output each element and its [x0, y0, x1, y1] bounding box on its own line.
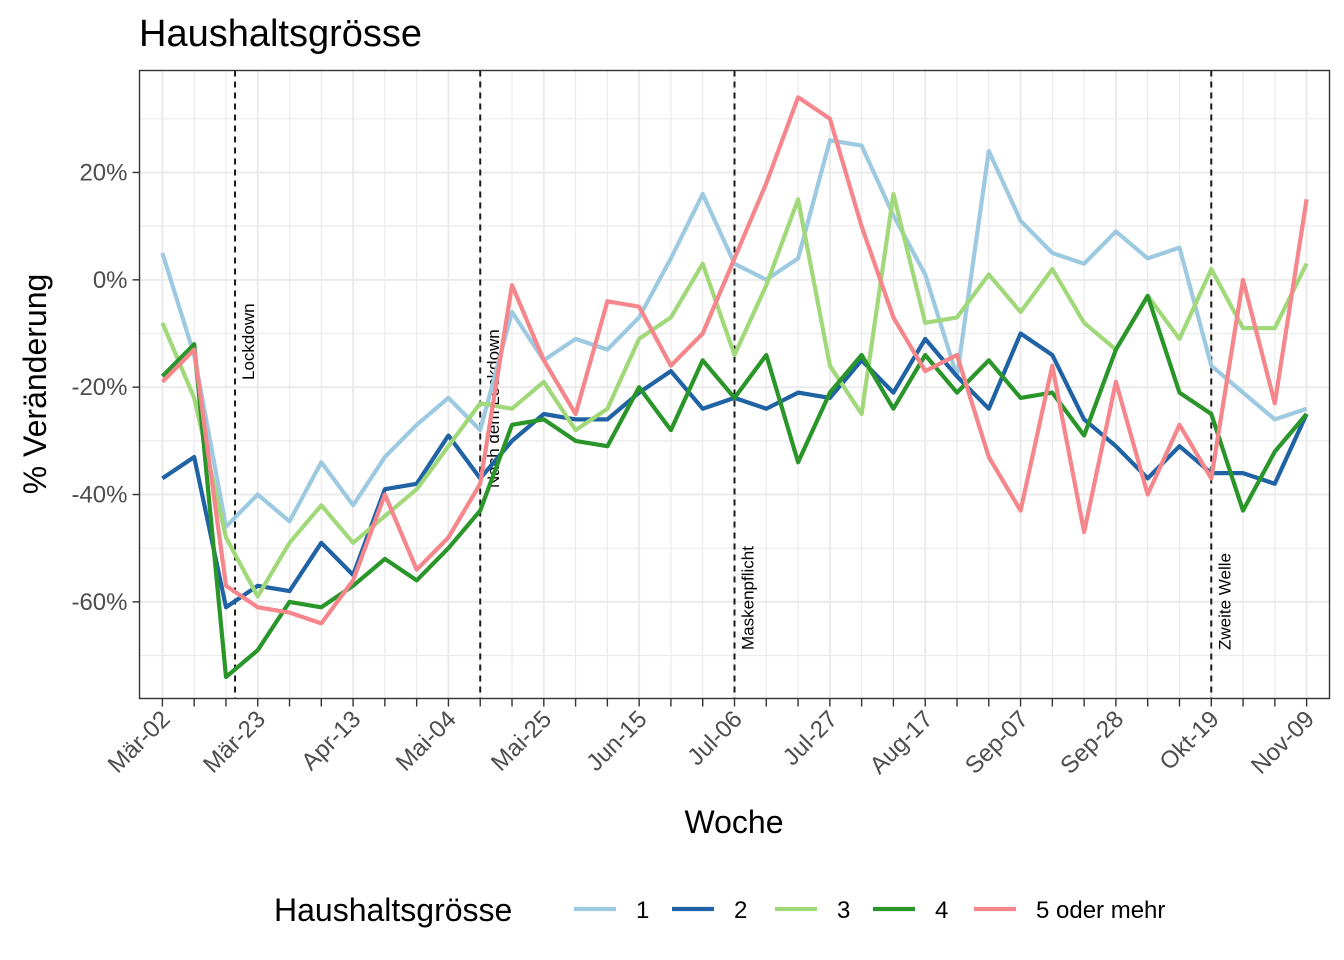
legend-label: 2	[734, 897, 747, 924]
legend-label: 5 oder mehr	[1036, 897, 1165, 924]
x-tick-label: Mai-25	[486, 706, 557, 777]
x-tick-label: Okt-19	[1154, 706, 1224, 776]
x-tick-label: Sep-28	[1055, 706, 1129, 780]
x-tick-label: Sep-07	[960, 706, 1034, 780]
x-tick-label: Jul-27	[778, 706, 843, 771]
y-axis: -60% -40% -20% 0% 20%	[71, 159, 140, 616]
event-label: Zweite Welle	[1215, 553, 1234, 650]
event-label: Lockdown	[239, 303, 258, 380]
series-line-4	[160, 293, 1309, 680]
y-tick-label: 20%	[79, 159, 127, 186]
x-axis-title: Woche	[684, 804, 783, 840]
x-tick-label: Jun-15	[581, 706, 652, 777]
x-tick-label: Mär-23	[198, 706, 271, 779]
chart-title: Haushaltsgrösse	[139, 13, 422, 55]
x-axis: Mär-02 Mär-23 Apr-13 Mai-04 Mai-25 Jun-15 Jul-…	[103, 698, 1320, 780]
legend-title: Haushaltsgrösse	[274, 892, 512, 928]
x-tick-label: Jul-06	[682, 706, 747, 771]
y-axis-title: % Veränderung	[17, 274, 53, 495]
y-tick-label: -60%	[71, 589, 127, 616]
x-tick-label: Aug-17	[865, 706, 939, 780]
y-tick-label: 0%	[93, 267, 128, 294]
x-tick-label: Mai-04	[391, 706, 462, 777]
legend-label: 4	[935, 897, 948, 924]
y-tick-label: -40%	[71, 482, 127, 509]
y-tick-label: -20%	[71, 374, 127, 401]
legend: Haushaltsgrösse 1 2 3 4 5 oder mehr	[274, 892, 1165, 928]
x-tick-label: Mär-02	[103, 706, 176, 779]
series-line-5-oder-mehr	[160, 95, 1309, 626]
x-tick-label: Apr-13	[296, 706, 366, 776]
x-tick-label: Nov-09	[1246, 706, 1320, 780]
series-lines	[160, 95, 1309, 680]
event-label: Maskenpflicht	[739, 546, 758, 650]
legend-label: 1	[636, 897, 649, 924]
legend-label: 3	[837, 897, 850, 924]
